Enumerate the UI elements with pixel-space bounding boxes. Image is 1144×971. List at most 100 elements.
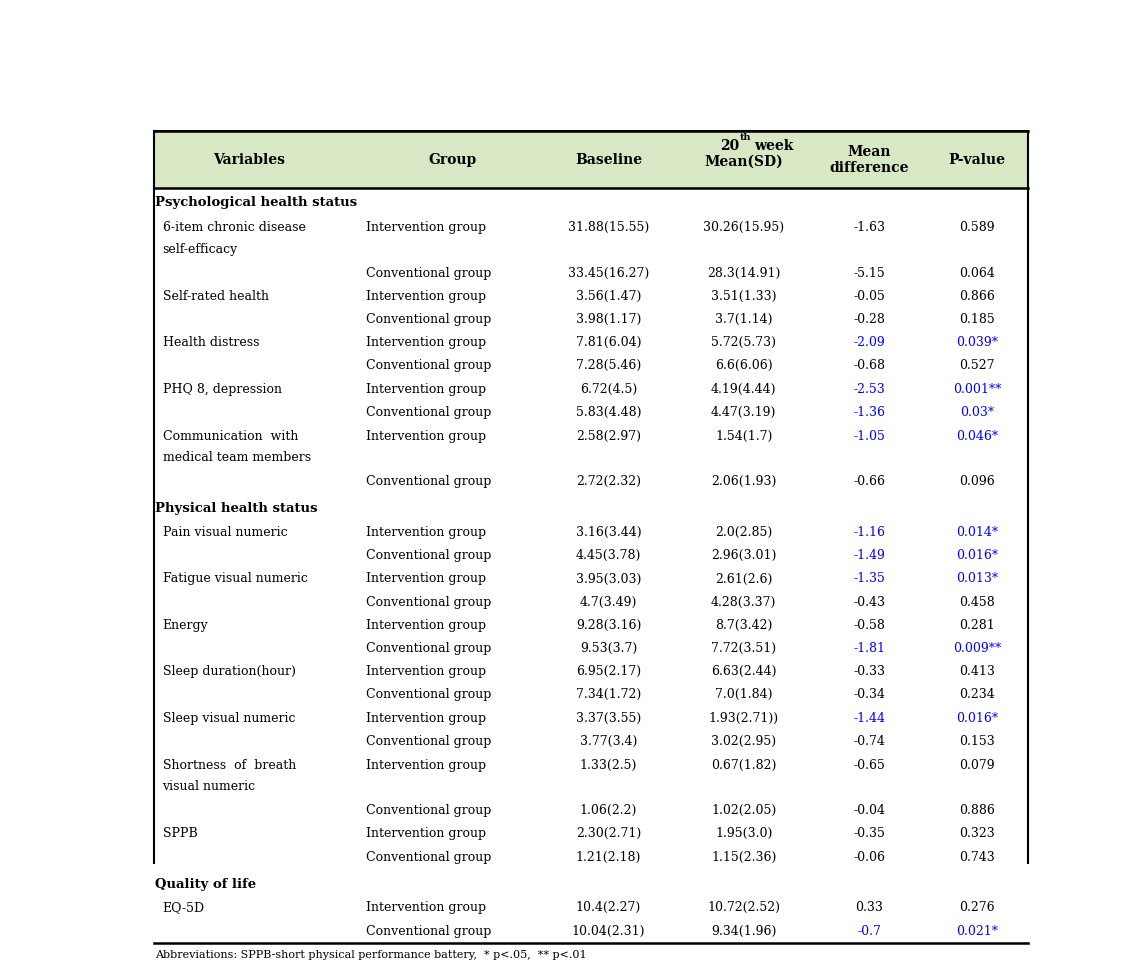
Text: 0.527: 0.527 bbox=[959, 359, 994, 372]
Text: 3.98(1.17): 3.98(1.17) bbox=[575, 313, 641, 326]
Text: 0.185: 0.185 bbox=[959, 313, 995, 326]
Text: 6.95(2.17): 6.95(2.17) bbox=[575, 665, 641, 678]
Text: Sleep duration(hour): Sleep duration(hour) bbox=[162, 665, 295, 678]
Text: 30.26(15.95): 30.26(15.95) bbox=[704, 221, 785, 234]
Text: Intervention group: Intervention group bbox=[366, 289, 486, 303]
Text: Abbreviations: SPPB-short physical performance battery,  * p<.05,  ** p<.01: Abbreviations: SPPB-short physical perfo… bbox=[156, 950, 587, 959]
Text: -0.65: -0.65 bbox=[853, 758, 885, 772]
Text: Intervention group: Intervention group bbox=[366, 336, 486, 350]
Text: Quality of life: Quality of life bbox=[156, 878, 256, 890]
Bar bbox=[153, 131, 1027, 187]
Text: -1.36: -1.36 bbox=[853, 406, 885, 419]
Text: 2.58(2.97): 2.58(2.97) bbox=[575, 430, 641, 443]
Text: th: th bbox=[740, 133, 752, 142]
Text: Conventional group: Conventional group bbox=[366, 313, 492, 326]
Text: 1.95(3.0): 1.95(3.0) bbox=[715, 827, 772, 841]
Text: 1.33(2.5): 1.33(2.5) bbox=[580, 758, 637, 772]
Text: self-efficacy: self-efficacy bbox=[162, 243, 238, 255]
Text: Conventional group: Conventional group bbox=[366, 642, 492, 655]
Text: 0.016*: 0.016* bbox=[955, 550, 998, 562]
Text: Intervention group: Intervention group bbox=[366, 573, 486, 586]
Text: Health distress: Health distress bbox=[162, 336, 259, 350]
Text: 0.03*: 0.03* bbox=[960, 406, 994, 419]
Text: Group: Group bbox=[428, 152, 477, 166]
Text: 2.96(3.01): 2.96(3.01) bbox=[710, 550, 777, 562]
Text: 4.7(3.49): 4.7(3.49) bbox=[580, 595, 637, 609]
Text: Conventional group: Conventional group bbox=[366, 595, 492, 609]
Text: Intervention group: Intervention group bbox=[366, 526, 486, 539]
Text: P-value: P-value bbox=[948, 152, 1006, 166]
Text: 2.06(1.93): 2.06(1.93) bbox=[710, 475, 777, 488]
Text: 0.046*: 0.046* bbox=[955, 430, 998, 443]
Text: Variables: Variables bbox=[214, 152, 285, 166]
Text: 0.009**: 0.009** bbox=[953, 642, 1001, 655]
Text: 1.06(2.2): 1.06(2.2) bbox=[580, 804, 637, 818]
Text: 0.016*: 0.016* bbox=[955, 712, 998, 724]
Text: -2.53: -2.53 bbox=[853, 383, 885, 395]
Text: 3.77(3.4): 3.77(3.4) bbox=[580, 735, 637, 748]
Text: Conventional group: Conventional group bbox=[366, 735, 492, 748]
Text: 0.064: 0.064 bbox=[959, 267, 995, 280]
Text: -0.28: -0.28 bbox=[853, 313, 885, 326]
Text: -0.34: -0.34 bbox=[853, 688, 885, 701]
Text: 2.0(2.85): 2.0(2.85) bbox=[715, 526, 772, 539]
Text: Intervention group: Intervention group bbox=[366, 619, 486, 632]
Text: 0.021*: 0.021* bbox=[956, 924, 998, 938]
Text: 7.28(5.46): 7.28(5.46) bbox=[575, 359, 641, 372]
Text: Intervention group: Intervention group bbox=[366, 665, 486, 678]
Text: Conventional group: Conventional group bbox=[366, 851, 492, 863]
Text: 1.02(2.05): 1.02(2.05) bbox=[712, 804, 777, 818]
Text: Intervention group: Intervention group bbox=[366, 827, 486, 841]
Text: Conventional group: Conventional group bbox=[366, 550, 492, 562]
Text: 7.0(1.84): 7.0(1.84) bbox=[715, 688, 772, 701]
Text: week: week bbox=[754, 139, 794, 153]
Text: -0.7: -0.7 bbox=[857, 924, 881, 938]
Text: 9.28(3.16): 9.28(3.16) bbox=[575, 619, 641, 632]
Text: Intervention group: Intervention group bbox=[366, 758, 486, 772]
Text: 9.34(1.96): 9.34(1.96) bbox=[710, 924, 777, 938]
Text: 2.72(2.32): 2.72(2.32) bbox=[575, 475, 641, 488]
Text: medical team members: medical team members bbox=[162, 452, 311, 464]
Text: 7.34(1.72): 7.34(1.72) bbox=[575, 688, 641, 701]
Text: 0.281: 0.281 bbox=[959, 619, 995, 632]
Text: 0.886: 0.886 bbox=[959, 804, 995, 818]
Text: -2.09: -2.09 bbox=[853, 336, 885, 350]
Text: Physical health status: Physical health status bbox=[156, 502, 318, 516]
Text: 3.51(1.33): 3.51(1.33) bbox=[710, 289, 777, 303]
Text: PHQ 8, depression: PHQ 8, depression bbox=[162, 383, 281, 395]
Text: -1.35: -1.35 bbox=[853, 573, 885, 586]
Text: Pain visual numeric: Pain visual numeric bbox=[162, 526, 287, 539]
Text: Conventional group: Conventional group bbox=[366, 688, 492, 701]
Text: 0.413: 0.413 bbox=[959, 665, 995, 678]
Text: Conventional group: Conventional group bbox=[366, 406, 492, 419]
Text: Mean(SD): Mean(SD) bbox=[705, 154, 782, 169]
Text: 6.6(6.06): 6.6(6.06) bbox=[715, 359, 772, 372]
Text: 4.47(3.19): 4.47(3.19) bbox=[710, 406, 777, 419]
Text: -0.43: -0.43 bbox=[853, 595, 885, 609]
Text: 4.19(4.44): 4.19(4.44) bbox=[710, 383, 777, 395]
Text: -0.04: -0.04 bbox=[853, 804, 885, 818]
Text: 3.95(3.03): 3.95(3.03) bbox=[575, 573, 641, 586]
Text: 0.743: 0.743 bbox=[959, 851, 995, 863]
Text: 4.45(3.78): 4.45(3.78) bbox=[575, 550, 641, 562]
Text: -0.06: -0.06 bbox=[853, 851, 885, 863]
Text: 0.153: 0.153 bbox=[959, 735, 995, 748]
Text: Baseline: Baseline bbox=[575, 152, 642, 166]
Text: Intervention group: Intervention group bbox=[366, 901, 486, 915]
Text: 10.04(2.31): 10.04(2.31) bbox=[572, 924, 645, 938]
Text: 0.079: 0.079 bbox=[959, 758, 994, 772]
Text: 0.013*: 0.013* bbox=[955, 573, 998, 586]
Text: 6-item chronic disease: 6-item chronic disease bbox=[162, 221, 305, 234]
Text: -0.58: -0.58 bbox=[853, 619, 885, 632]
Text: 0.458: 0.458 bbox=[959, 595, 995, 609]
Text: Intervention group: Intervention group bbox=[366, 430, 486, 443]
Text: Mean: Mean bbox=[848, 145, 891, 159]
Text: 0.866: 0.866 bbox=[959, 289, 995, 303]
Text: Conventional group: Conventional group bbox=[366, 475, 492, 488]
Text: Energy: Energy bbox=[162, 619, 208, 632]
Text: visual numeric: visual numeric bbox=[162, 780, 255, 793]
Text: 1.54(1.7): 1.54(1.7) bbox=[715, 430, 772, 443]
Text: EQ-5D: EQ-5D bbox=[162, 901, 205, 915]
Text: -0.68: -0.68 bbox=[853, 359, 885, 372]
Text: -1.16: -1.16 bbox=[853, 526, 885, 539]
